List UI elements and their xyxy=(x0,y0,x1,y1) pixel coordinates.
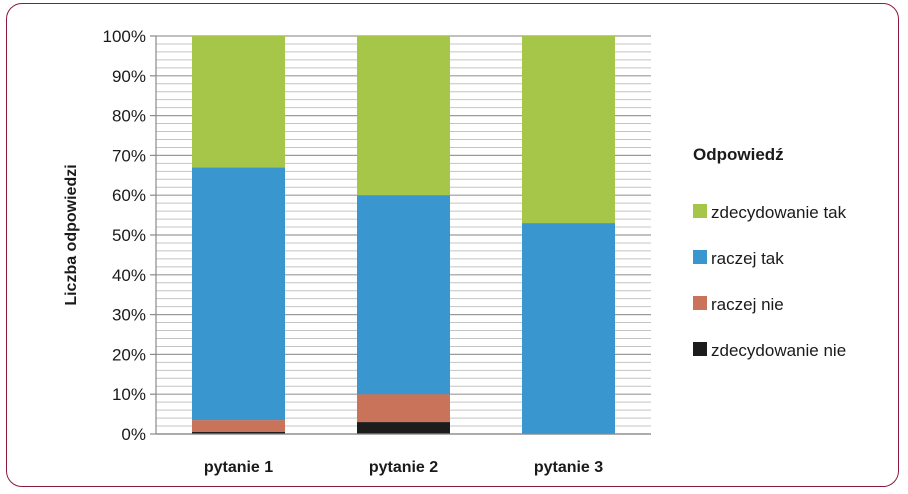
bar-segment xyxy=(522,36,615,224)
y-tick-label: 30% xyxy=(112,306,146,325)
y-tick-labels: 0% 10% 20% 30% 40% 50% 60% 70% 80% 90% 100% xyxy=(103,27,146,444)
legend-swatch xyxy=(693,342,707,356)
legend-entry-label: zdecydowanie nie xyxy=(711,341,846,360)
y-tick-label: 50% xyxy=(112,226,146,245)
y-tick-label: 70% xyxy=(112,146,146,165)
bar-segment xyxy=(357,195,450,395)
y-tick-label: 100% xyxy=(103,27,146,46)
x-tick-label: pytanie 2 xyxy=(369,459,438,476)
y-tick-label: 60% xyxy=(112,186,146,205)
bar-segment xyxy=(522,223,615,434)
y-tick-label: 90% xyxy=(112,67,146,86)
axes xyxy=(150,35,651,435)
legend-entry-label: raczej nie xyxy=(711,295,784,314)
y-tick-label: 0% xyxy=(121,425,146,444)
legend-swatch xyxy=(693,250,707,264)
bars xyxy=(192,36,615,434)
x-tick-labels: pytanie 1 pytanie 2 pytanie 3 xyxy=(204,459,603,476)
legend-swatch xyxy=(693,296,707,310)
y-tick-label: 10% xyxy=(112,385,146,404)
bar-segment xyxy=(192,167,285,421)
legend-entry-label: raczej tak xyxy=(711,249,784,268)
legend-entry-label: zdecydowanie tak xyxy=(711,203,847,222)
bar-segment xyxy=(357,422,450,434)
x-tick-label: pytanie 1 xyxy=(204,459,273,476)
y-tick-label: 20% xyxy=(112,345,146,364)
y-tick-label: 40% xyxy=(112,266,146,285)
bar-segment xyxy=(192,420,285,433)
bar-segment xyxy=(192,36,285,168)
x-tick-label: pytanie 3 xyxy=(534,459,603,476)
bar-segment xyxy=(357,36,450,196)
y-axis-label: Liczba odpowiedzi xyxy=(63,164,80,305)
bar-segment xyxy=(192,432,285,434)
legend-title: Odpowiedź xyxy=(693,145,784,164)
legend-swatch xyxy=(693,204,707,218)
bar-segment xyxy=(357,394,450,423)
y-tick-label: 80% xyxy=(112,107,146,126)
legend: zdecydowanie tak raczej tak raczej nie zdec… xyxy=(693,203,847,360)
